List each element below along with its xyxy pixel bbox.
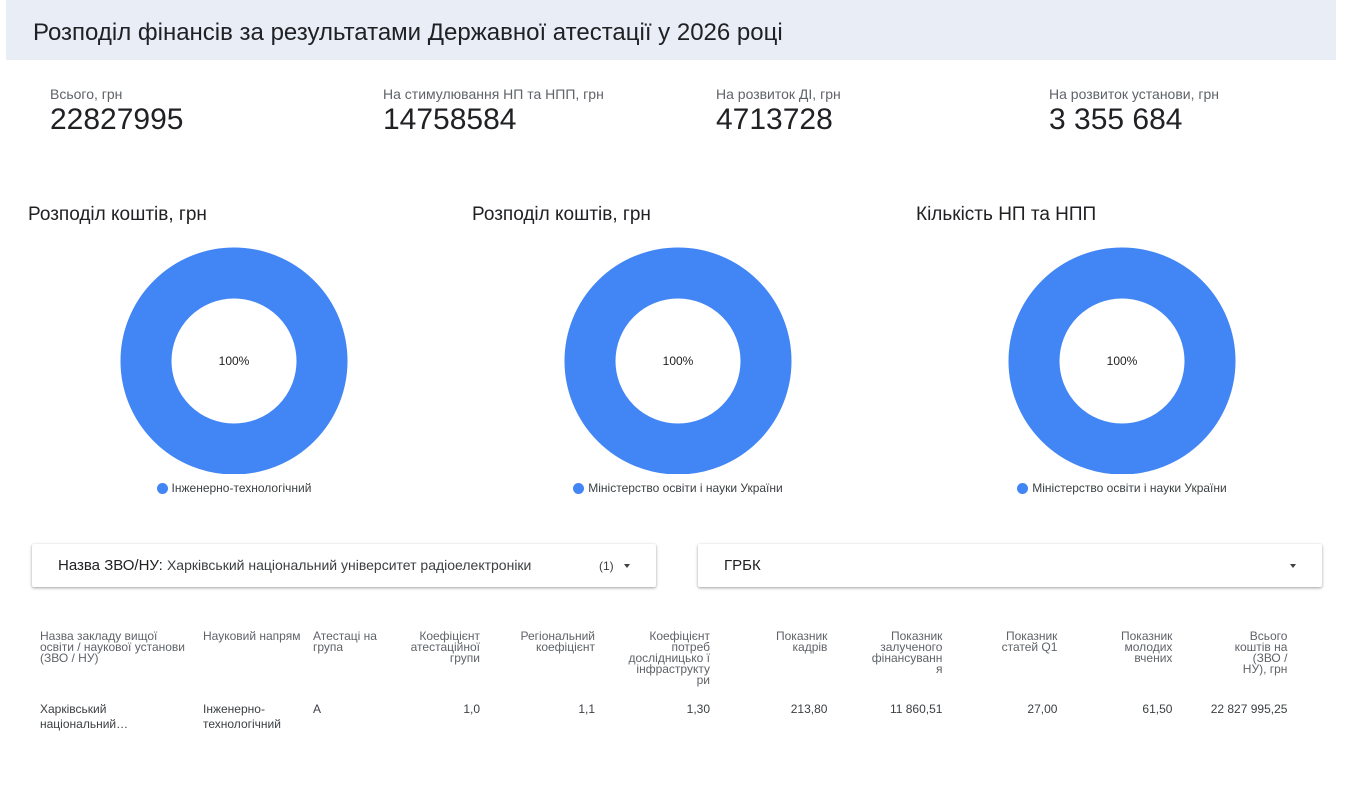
institution-filter-text: Назва ЗВО/НУ: Харківський національний у… <box>58 557 531 574</box>
legend-swatch <box>573 483 585 494</box>
chart-legend: Міністерство освіти і науки України <box>916 481 1328 495</box>
chart-title: Кількість НП та НПП <box>916 204 1097 225</box>
column-header[interactable]: Коефіцієнт потреб дослідницько ї інфраст… <box>628 629 710 687</box>
page-header: Розподіл фінансів за результатами Держав… <box>6 0 1336 60</box>
chart-title: Розподіл коштів, грн <box>28 204 207 225</box>
kpi-value: 14758584 <box>383 103 517 136</box>
chevron-down-icon[interactable] <box>1290 564 1296 568</box>
donut-slice[interactable] <box>120 247 348 474</box>
chevron-down-icon[interactable] <box>624 564 630 568</box>
table-cell: Інженерно-технологічний <box>203 702 281 731</box>
kpi-value: 22827995 <box>50 103 184 136</box>
kpi-label: На стимулювання НП та НПП, грн <box>383 86 604 102</box>
column-header[interactable]: Всього коштів на (ЗВО / НУ), грн <box>1234 629 1288 676</box>
institution-filter-value: Харківський національний університет рад… <box>166 557 532 573</box>
donut-slice[interactable] <box>564 247 792 474</box>
kpi-label: На розвиток установи, грн <box>1049 86 1219 102</box>
kpi-label: Всього, грн <box>50 86 123 102</box>
institution-filter-label: Назва ЗВО/НУ: <box>58 557 163 574</box>
chart-funds-by-direction: Розподіл коштів, грн 100% Інженерно-техн… <box>28 204 448 504</box>
table-cell: 1,1 <box>578 702 595 716</box>
legend-label[interactable]: Міністерство освіти і науки України <box>1032 481 1227 495</box>
donut-center-label: 100% <box>663 354 694 368</box>
chart-title: Розподіл коштів, грн <box>472 204 651 225</box>
grbk-filter-label: ГРБК <box>724 557 761 574</box>
table-cell: 1,30 <box>686 702 710 716</box>
column-header[interactable]: Регіональний коефіцієнт <box>520 629 595 654</box>
column-header[interactable]: Назва закладу вищої освіти / наукової ус… <box>40 629 186 665</box>
donut-center-label: 100% <box>1107 354 1138 368</box>
legend-swatch <box>1017 483 1029 494</box>
column-header[interactable]: Атестаці на група <box>313 629 377 654</box>
column-header[interactable]: Показник кадрів <box>776 629 828 654</box>
donut-chart-svg: 100% <box>1008 247 1236 474</box>
table-cell: 61,50 <box>1142 702 1173 716</box>
kpi-label: На розвиток ДІ, грн <box>716 86 841 102</box>
donut-center-label: 100% <box>219 354 250 368</box>
table-row[interactable]: Харківський національний… Інженерно-техн… <box>34 696 1293 738</box>
kpi-total: Всього, грн 22827995 <box>50 86 350 137</box>
kpi-staff-incentive: На стимулювання НП та НПП, грн 14758584 <box>383 86 683 137</box>
donut-chart-svg: 100% <box>564 247 792 474</box>
chart-funds-by-ministry: Розподіл коштів, грн 100% Міністерство о… <box>472 204 892 504</box>
column-header[interactable]: Показник статей Q1 <box>1001 629 1058 654</box>
institution-filter-count: (1) <box>599 559 614 573</box>
column-header[interactable]: Науковий напрям <box>203 629 301 643</box>
chart-legend: Інженерно-технологічний <box>28 481 440 495</box>
chart-staff-count: Кількість НП та НПП 100% Міністерство ос… <box>916 204 1336 504</box>
table-cell: 213,80 <box>790 702 828 716</box>
column-header[interactable]: Коефіцієнт атестаційної групи <box>410 629 480 665</box>
table-cell: А <box>313 702 322 716</box>
table-header-row: Назва закладу вищої освіти / наукової ус… <box>34 629 1293 696</box>
institution-filter-dropdown[interactable]: Назва ЗВО/НУ: Харківський національний у… <box>32 544 656 587</box>
donut-slice[interactable] <box>1008 247 1236 474</box>
kpi-value: 4713728 <box>716 103 833 136</box>
legend-swatch <box>156 483 168 494</box>
results-table: Назва закладу вищої освіти / наукової ус… <box>34 629 1293 738</box>
grbk-filter-dropdown[interactable]: ГРБК <box>698 544 1322 587</box>
table-cell: 22 827 995,25 <box>1210 702 1288 716</box>
kpi-institution-development: На розвиток установи, грн 3 355 684 <box>1049 86 1347 137</box>
kpi-value: 3 355 684 <box>1049 103 1183 136</box>
page-title: Розподіл фінансів за результатами Держав… <box>33 19 783 46</box>
donut-chart-svg: 100% <box>120 247 348 474</box>
table-cell: 27,00 <box>1027 702 1058 716</box>
kpi-infrastructure: На розвиток ДІ, грн 4713728 <box>716 86 1016 137</box>
table-cell: Харківський національний… <box>40 702 129 731</box>
column-header[interactable]: Показник молодих вчених <box>1121 629 1173 665</box>
legend-label[interactable]: Інженерно-технологічний <box>171 481 312 495</box>
table-cell: 1,0 <box>463 702 480 716</box>
legend-label[interactable]: Міністерство освіти і науки України <box>588 481 783 495</box>
chart-legend: Міністерство освіти і науки України <box>472 481 884 495</box>
table-cell: 11 860,51 <box>889 702 943 716</box>
column-header[interactable]: Показник залученого фінансуванн я <box>871 629 943 676</box>
